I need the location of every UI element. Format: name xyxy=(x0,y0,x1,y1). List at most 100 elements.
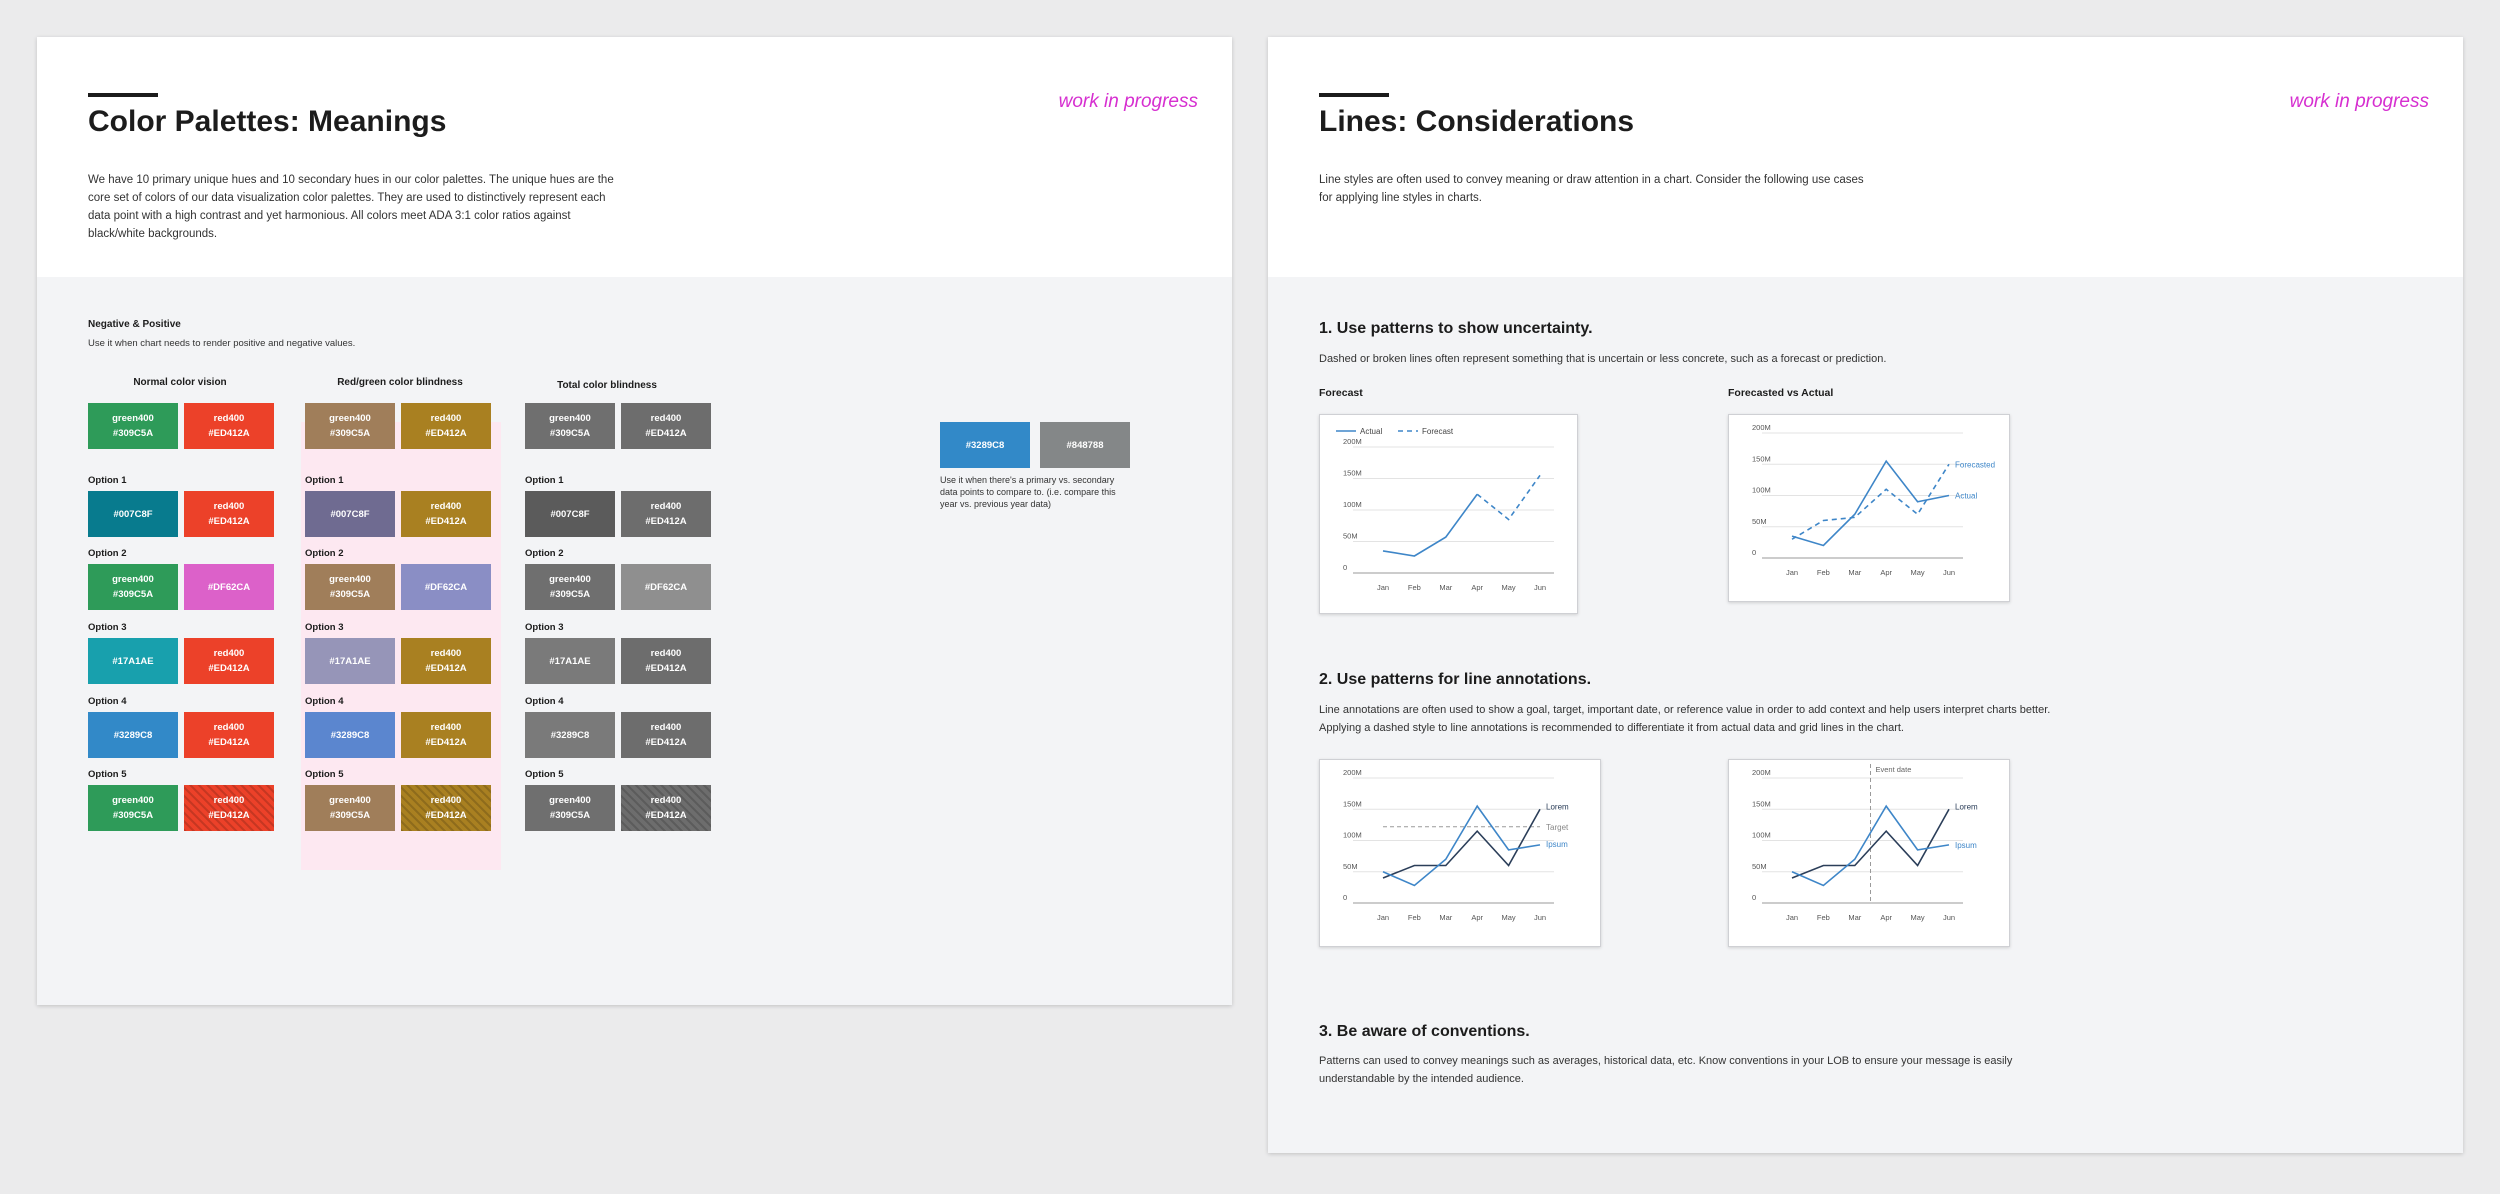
chart-target-svg: 0 50M 100M 150M 200M Jan Feb Mar Apr May Jun Lorem T… xyxy=(1343,768,1569,922)
chart-caption-forecast-vs-actual: Forecasted vs Actual xyxy=(1728,387,1834,399)
y-tick-label: 150M xyxy=(1343,469,1362,478)
y-tick-label: 50M xyxy=(1752,862,1767,871)
wip-label: work in progress xyxy=(2289,91,2429,112)
y-tick-label: 100M xyxy=(1343,831,1362,840)
option-label: Option 3 xyxy=(525,622,564,633)
color-swatch: #17A1AE xyxy=(525,638,615,684)
color-swatch: red400 #ED412A xyxy=(401,785,491,831)
x-tick-label: Jun xyxy=(1943,913,1955,922)
y-tick-label: 200M xyxy=(1343,768,1362,777)
x-tick-label: May xyxy=(1911,913,1925,922)
color-swatch: red400 #ED412A xyxy=(401,403,491,449)
intro-text: We have 10 primary unique hues and 10 se… xyxy=(88,174,614,240)
section-1-title: 1. Use patterns to show uncertainty. xyxy=(1319,320,1593,337)
chart-caption-forecast: Forecast xyxy=(1319,387,1363,399)
color-swatch: green400 #309C5A xyxy=(525,785,615,831)
x-tick-label: Jun xyxy=(1943,568,1955,577)
option-label: Option 1 xyxy=(305,475,344,486)
x-tick-label: Mar xyxy=(1439,583,1452,592)
y-tick-label: 0 xyxy=(1343,563,1347,572)
series-line xyxy=(1382,493,1478,557)
legend-actual-label: Actual xyxy=(1360,427,1382,436)
annotation-label-target: Target xyxy=(1546,823,1569,832)
series-line xyxy=(1791,463,1950,540)
x-tick-label: Feb xyxy=(1408,583,1421,592)
option-label: Option 3 xyxy=(88,622,127,633)
intro-text: Line styles are often used to convey mea… xyxy=(1319,174,1864,204)
option-label: Option 3 xyxy=(305,622,344,633)
y-tick-label: 50M xyxy=(1752,517,1767,526)
x-tick-label: May xyxy=(1502,583,1516,592)
section-title: Negative & Positive xyxy=(88,319,181,330)
x-tick-label: Apr xyxy=(1880,568,1892,577)
section-1-desc: Dashed or broken lines often represent s… xyxy=(1319,353,1887,365)
x-tick-label: Feb xyxy=(1817,568,1830,577)
color-swatch: #17A1AE xyxy=(88,638,178,684)
series-label-lorem: Lorem xyxy=(1955,802,1978,811)
x-tick-label: Jan xyxy=(1377,583,1389,592)
x-tick-label: Feb xyxy=(1408,913,1421,922)
series-line xyxy=(1382,808,1541,879)
event-label: Event date xyxy=(1876,765,1912,774)
option-label: Option 4 xyxy=(88,696,127,707)
color-swatch: red400 #ED412A xyxy=(401,712,491,758)
y-tick-label: 50M xyxy=(1343,862,1358,871)
palette-header: Color Palettes: Meanings work in progres… xyxy=(37,37,1232,277)
color-swatch: green400 #309C5A xyxy=(305,785,395,831)
series-label-lorem: Lorem xyxy=(1546,802,1569,811)
x-tick-label: Mar xyxy=(1848,913,1861,922)
chart-target-annotation: 0 50M 100M 150M 200M Jan Feb Mar Apr May Jun Lorem T… xyxy=(1319,759,1601,947)
y-tick-label: 200M xyxy=(1343,437,1362,446)
x-tick-label: Jan xyxy=(1786,568,1798,577)
color-swatch: red400 #ED412A xyxy=(621,785,711,831)
chart-forecast-vs-actual-svg: 0 50M 100M 150M 200M Jan Feb Mar Apr May Jun Foreca… xyxy=(1752,423,1995,577)
option-label: Option 5 xyxy=(88,769,127,780)
chart-forecast-svg: 0 50M 100M 150M 200M Jan Feb Mar Apr May Jun Actual… xyxy=(1336,427,1554,592)
color-swatch: red400 #ED412A xyxy=(621,491,711,537)
color-swatch: #3289C8 xyxy=(305,712,395,758)
secondary-note: Use it when there's a primary vs. second… xyxy=(940,475,1116,509)
color-swatch: #DF62CA xyxy=(184,564,274,610)
y-tick-label: 0 xyxy=(1343,893,1347,902)
section-3-desc: Patterns can used to convey meanings suc… xyxy=(1319,1055,2013,1085)
option-label: Option 2 xyxy=(305,548,344,559)
chart-event-svg: 0 50M 100M 150M 200M Jan Feb Mar Apr May Jun Event … xyxy=(1752,764,1978,922)
y-tick-label: 100M xyxy=(1752,831,1771,840)
color-swatch: red400 #ED412A xyxy=(621,712,711,758)
y-tick-label: 150M xyxy=(1752,799,1771,808)
series-line xyxy=(1791,808,1950,879)
wip-label: work in progress xyxy=(1058,91,1198,112)
section-2-desc: Line annotations are often used to show … xyxy=(1319,704,2051,734)
column-head-normal: Normal color vision xyxy=(133,377,227,388)
series-line xyxy=(1791,459,1950,547)
x-tick-label: Feb xyxy=(1817,913,1830,922)
option-label: Option 4 xyxy=(525,696,564,707)
x-tick-label: May xyxy=(1911,568,1925,577)
option-label: Option 1 xyxy=(88,475,127,486)
series-label-forecasted: Forecasted xyxy=(1955,460,1995,469)
y-tick-label: 100M xyxy=(1752,486,1771,495)
color-swatch: #DF62CA xyxy=(621,564,711,610)
series-label-actual: Actual xyxy=(1955,492,1977,501)
palette-page: Color Palettes: Meanings work in progres… xyxy=(37,37,1232,1005)
color-swatch: green400 #309C5A xyxy=(525,403,615,449)
color-swatch: red400 #ED412A xyxy=(184,712,274,758)
color-swatch: #007C8F xyxy=(525,491,615,537)
column-head-redgreen: Red/green color blindness xyxy=(337,377,463,388)
x-tick-label: May xyxy=(1502,913,1516,922)
y-tick-label: 100M xyxy=(1343,500,1362,509)
chart-forecast: 0 50M 100M 150M 200M Jan Feb Mar Apr May Jun Actual… xyxy=(1319,414,1578,614)
x-tick-label: Jun xyxy=(1534,583,1546,592)
series-line xyxy=(1476,474,1541,521)
y-tick-label: 200M xyxy=(1752,768,1771,777)
color-swatch: red400 #ED412A xyxy=(401,491,491,537)
color-swatch: #007C8F xyxy=(305,491,395,537)
series-line xyxy=(1791,804,1950,887)
x-tick-label: Mar xyxy=(1848,568,1861,577)
series-line xyxy=(1382,804,1541,887)
color-swatch: red400 #ED412A xyxy=(184,785,274,831)
lines-page: Lines: Considerations work in progress L… xyxy=(1268,37,2463,1153)
color-swatch: red400 #ED412A xyxy=(621,403,711,449)
x-tick-label: Apr xyxy=(1471,913,1483,922)
color-swatch: green400 #309C5A xyxy=(88,785,178,831)
